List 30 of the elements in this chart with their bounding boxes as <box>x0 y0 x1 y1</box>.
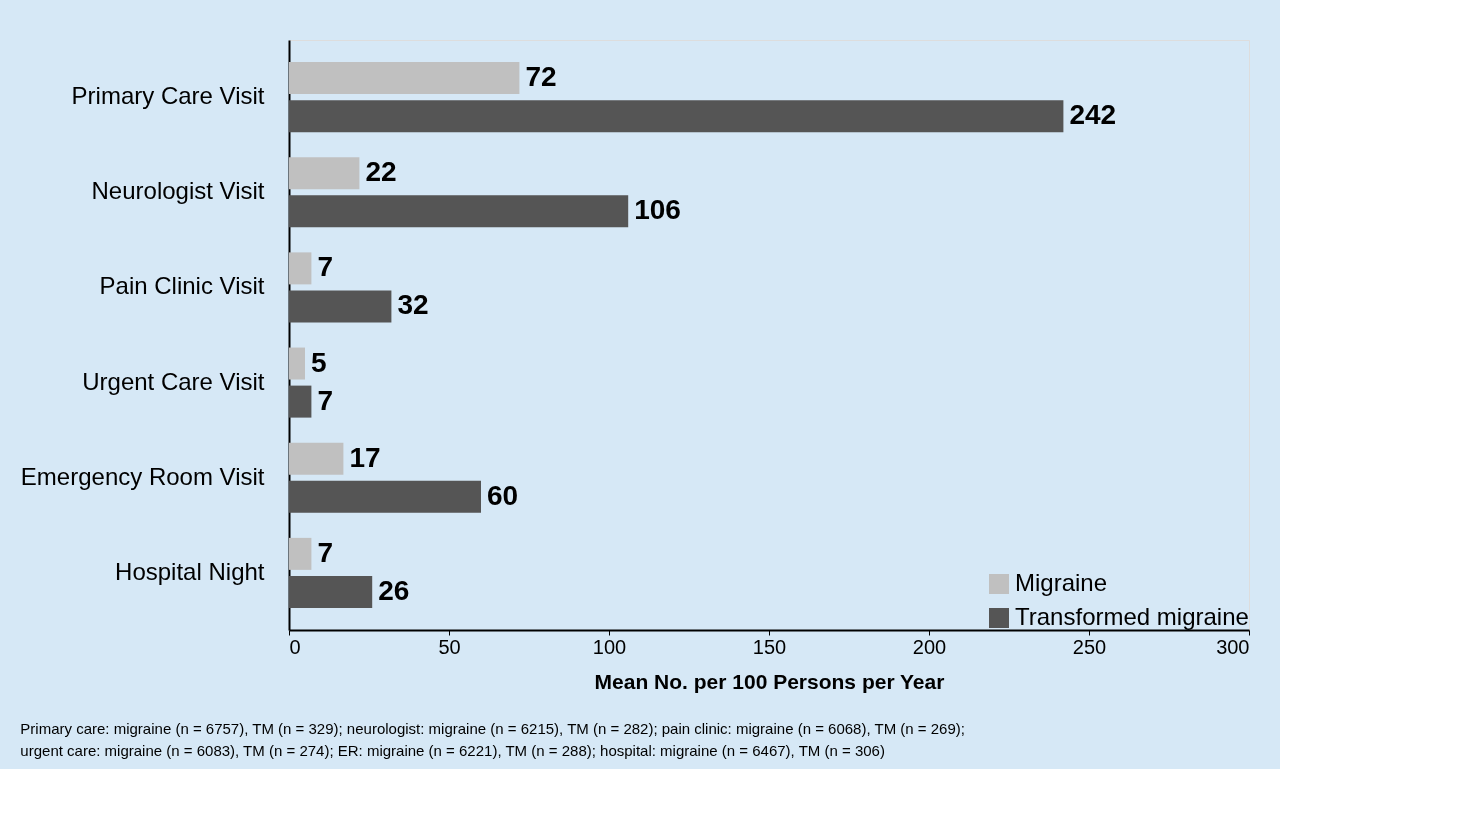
x-tick-label: 100 <box>592 635 627 658</box>
data-label: 26 <box>378 574 410 606</box>
x-tick-label: 200 <box>912 635 947 658</box>
text: urgent care: migraine (n = 6083), TM (n = 274); ER: migraine (n = 6221), TM (n = 288); hospital: migraine (n = 6467), TM (n = 306) <box>20 742 885 759</box>
y-tick-label: Hospital Night <box>115 557 265 585</box>
data-label: 242 <box>1069 99 1117 131</box>
data-label: 7 <box>317 384 333 416</box>
data-label: 5 <box>311 346 327 378</box>
legend-label: Transformed migraine <box>1015 603 1249 630</box>
x-tick-label: 50 <box>438 635 461 658</box>
x-tick-label: 250 <box>1072 635 1107 658</box>
y-tick-label: Urgent Care Visit <box>82 367 265 395</box>
data-label: 7 <box>317 251 333 283</box>
legend-label: Migraine <box>1015 569 1108 596</box>
data-label: 22 <box>365 156 397 188</box>
x-tick-label: 300 <box>1216 635 1250 658</box>
data-label: 106 <box>634 194 681 226</box>
y-tick-label: Primary Care Visit <box>71 82 265 110</box>
y-tick-label: Emergency Room Visit <box>20 462 265 490</box>
x-tick-label: 150 <box>752 635 787 658</box>
y-tick-label: Pain Clinic Visit <box>99 272 265 300</box>
data-label: 60 <box>487 479 519 511</box>
x-tick-label: 0 <box>289 635 301 658</box>
data-label: 7 <box>317 536 333 568</box>
data-label: 72 <box>525 61 557 93</box>
y-tick-label: Neurologist Visit <box>91 177 265 205</box>
text: Primary care: migraine (n = 6757), TM (n = 329); neurologist: migraine (n = 6215), TM (n = 282); pain clinic: migraine (n = 6068), TM (n = 269); <box>20 720 965 737</box>
x-axis-title: Mean No. per 100 Persons per Year <box>594 669 945 693</box>
data-label: 17 <box>349 441 381 473</box>
data-label: 32 <box>397 289 429 321</box>
